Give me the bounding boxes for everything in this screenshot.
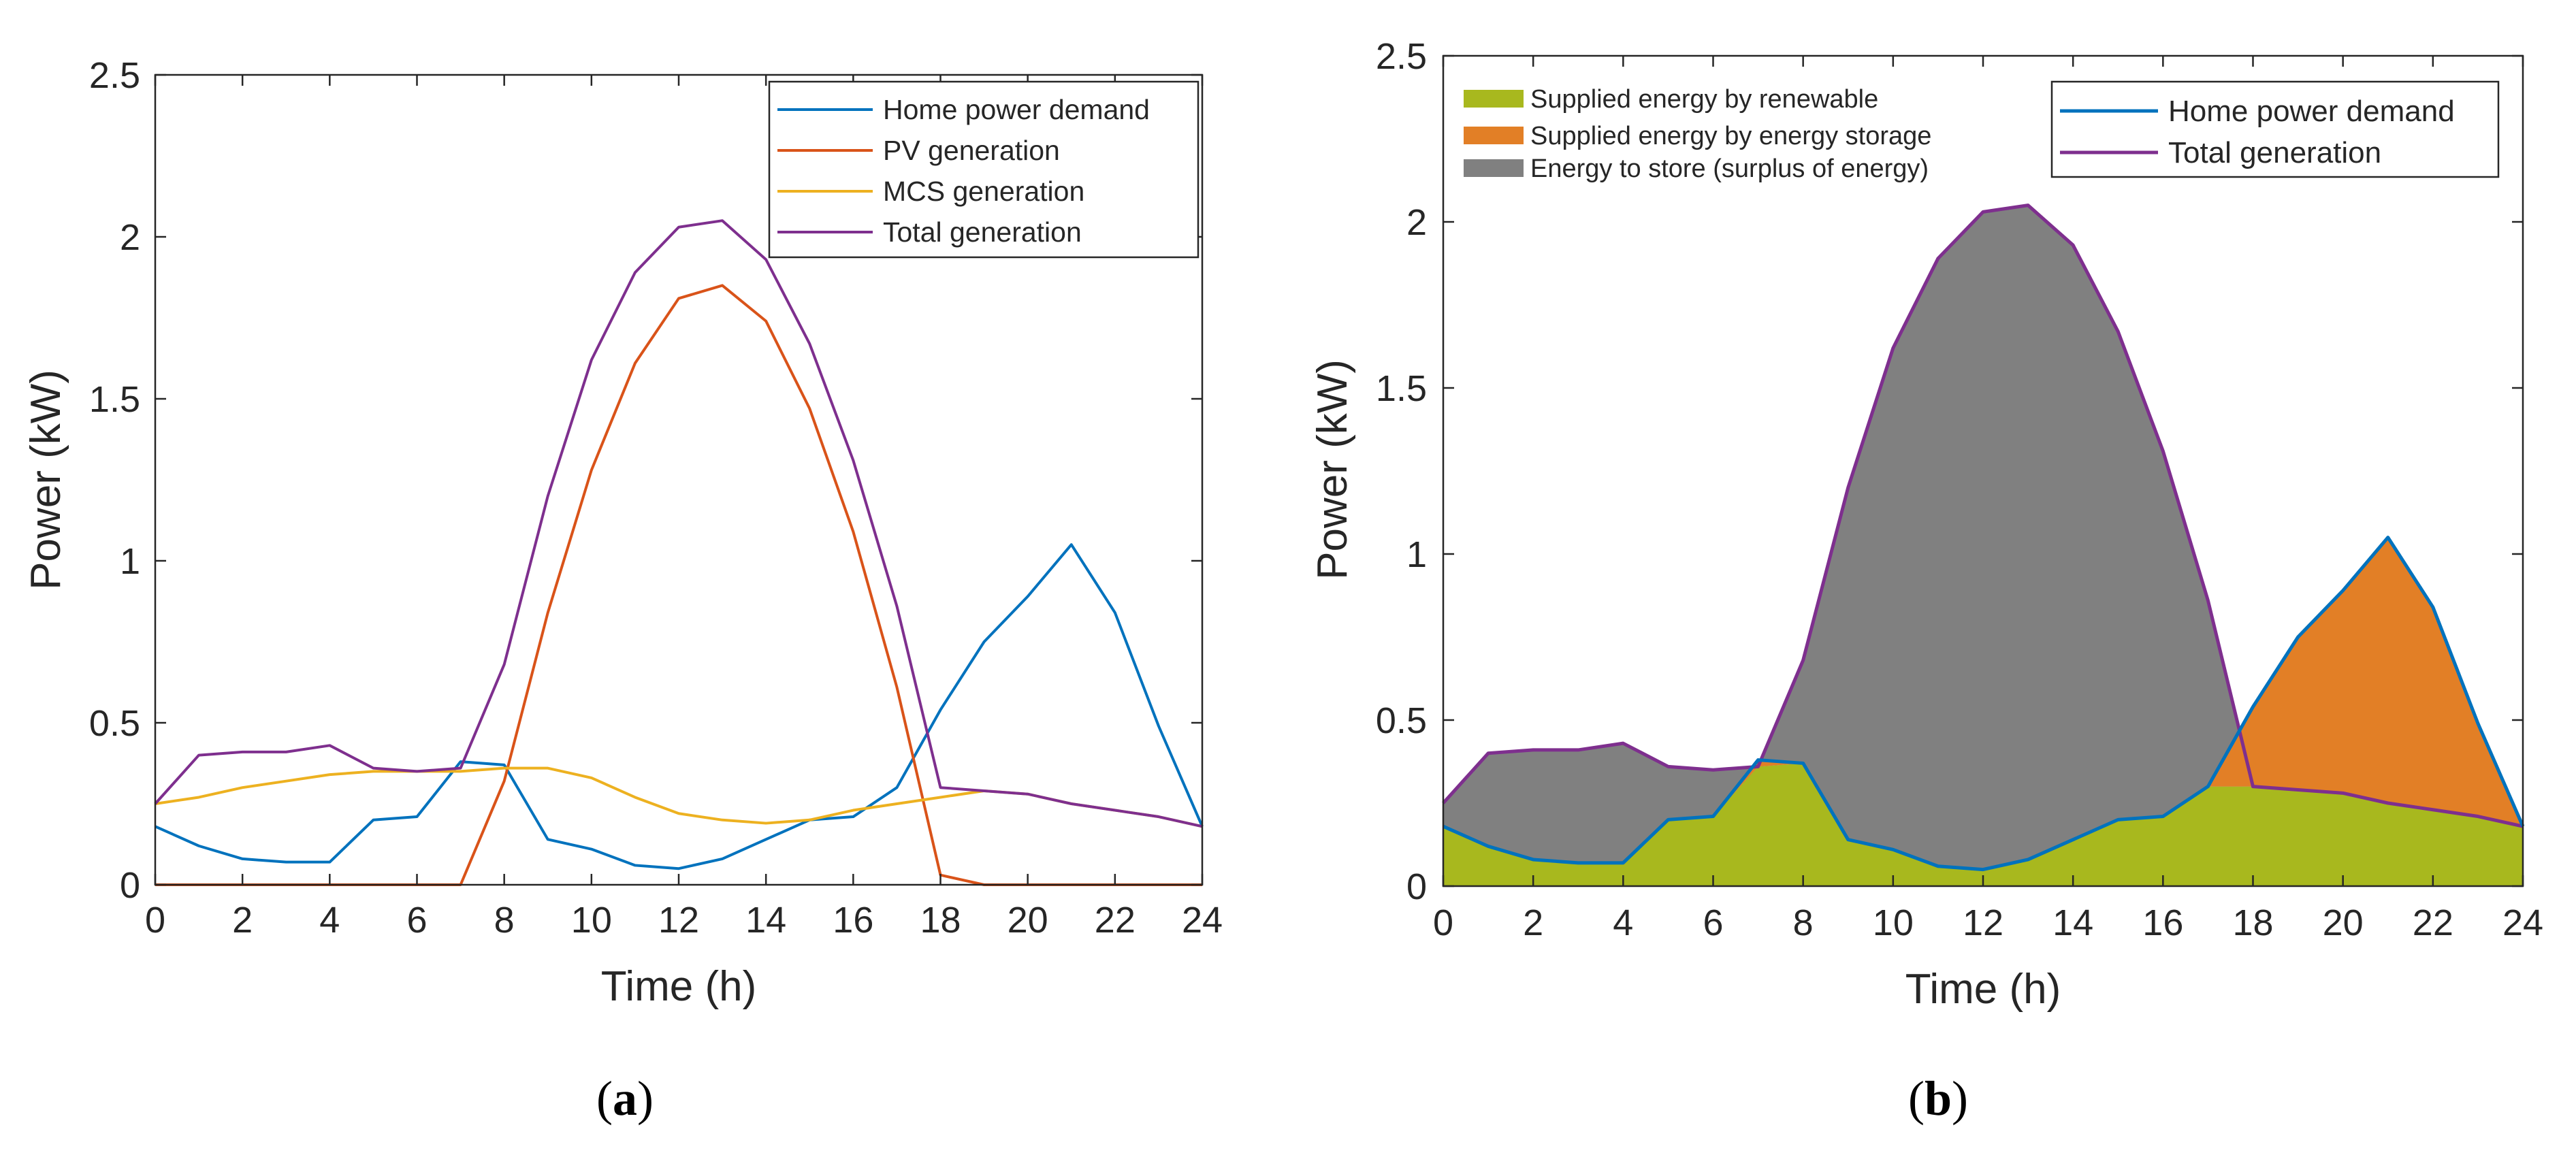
panel-a-x-tick-label: 14 <box>745 900 786 941</box>
panel-b-caption-letter: b <box>1925 1071 1952 1126</box>
panel-b-legend-label-renewable: Supplied energy by renewable <box>1530 85 1878 114</box>
panel-b-area-chart: 0 2 4 6 8 10 12 14 16 18 20 22 24 00.511.522.5 Time … <box>1309 36 2543 1126</box>
panel-b-legend-label-total: Total generation <box>2168 136 2381 169</box>
panel-a-y-tick-label: 2.5 <box>89 55 140 96</box>
panel-a-x-tick-label: 8 <box>494 900 515 941</box>
panel-b-caption: (b) <box>1908 1071 1968 1126</box>
panel-b-y-axis-label: Power (kW) <box>1309 359 1356 580</box>
panel-a-caption-letter: a <box>613 1071 637 1126</box>
panel-a-legend-label-total: Total generation <box>883 216 1082 248</box>
panel-a-x-tick-label: 6 <box>406 900 427 941</box>
panel-a-caption-close: ) <box>637 1071 654 1126</box>
panel-b-x-tick-label: 10 <box>1873 902 1914 943</box>
panel-a-y-ticks: 0 0.5 1 1.5 2 2.5 <box>89 55 1202 906</box>
panel-b-x-tick-label: 18 <box>2232 902 2273 943</box>
panel-b-series-home-line <box>1442 536 2525 872</box>
panel-b-legend-swatch-renewable <box>1464 90 1524 108</box>
panel-b-x-tick-label: 6 <box>1703 902 1723 943</box>
panel-a-y-tick-label: 1.5 <box>89 379 140 420</box>
panel-b-x-ticks: 0 2 4 6 8 10 12 14 16 18 20 22 24 <box>1433 56 2543 943</box>
panel-b-x-tick-label: 8 <box>1793 902 1814 943</box>
panel-a-line-chart: 0 2 4 6 8 10 12 14 16 18 20 22 24 00.511.522.5 Time … <box>22 55 1223 1126</box>
panel-a-x-tick-label: 10 <box>571 900 612 941</box>
panel-b-legend-label-surplus: Energy to store (surplus of energy) <box>1530 154 1929 183</box>
panel-a-series-home-line <box>155 543 1204 870</box>
panel-b-legend-label-home: Home power demand <box>2168 95 2455 128</box>
panel-b-x-tick-label: 0 <box>1433 902 1453 943</box>
panel-a-x-tick-label: 4 <box>319 900 340 941</box>
panel-a-y-tick-label: 0 <box>120 865 140 906</box>
panel-b-legend-swatch-surplus <box>1464 159 1524 177</box>
panel-a-x-tick-label: 22 <box>1095 900 1136 941</box>
panel-a-y-tick-label: 2 <box>120 217 140 258</box>
panel-a-x-tick-label: 20 <box>1008 900 1048 941</box>
panel-b-x-tick-label: 14 <box>2052 902 2093 943</box>
panel-a-x-tick-label: 12 <box>658 900 699 941</box>
panel-b-x-tick-label: 22 <box>2413 902 2453 943</box>
panel-b-y-tick-label: 1 <box>1406 534 1427 575</box>
panel-b-area-legend: Supplied energy by renewable Supplied en… <box>1464 85 1931 183</box>
panel-b-series-group <box>1442 203 2525 872</box>
panel-b-y-tick-label: 2.5 <box>1376 36 1427 77</box>
panel-a-legend: Home power demand PV generation MCS gene… <box>768 80 1200 259</box>
panel-b-x-tick-label: 24 <box>2502 902 2543 943</box>
panel-a-y-axis-label: Power (kW) <box>22 370 69 590</box>
panel-a-legend-label-mcs: MCS generation <box>883 176 1084 207</box>
panel-b-area-renewable <box>1443 763 2523 886</box>
panel-b-legend-label-storage: Supplied energy by energy storage <box>1530 122 1931 150</box>
panel-a-y-tick-label: 0.5 <box>89 703 140 744</box>
panel-b-area-surplus <box>1443 205 2523 870</box>
panel-a-y-tick-label: 1 <box>120 541 140 582</box>
panel-b-caption-open: ( <box>1908 1071 1925 1126</box>
panel-b-y-tick-label: 0 <box>1406 866 1427 907</box>
panel-b-caption-close: ) <box>1952 1071 1968 1126</box>
panel-b-x-axis-label: Time (h) <box>1905 966 2061 1013</box>
panel-a-x-axis-label: Time (h) <box>601 963 756 1010</box>
panel-b-x-tick-label: 12 <box>1963 902 2003 943</box>
panel-b-y-tick-label: 0.5 <box>1376 700 1427 741</box>
panel-a-x-tick-label: 16 <box>833 900 873 941</box>
panel-b-x-tick-label: 4 <box>1613 902 1633 943</box>
panel-b-y-tick-label: 1.5 <box>1376 368 1427 409</box>
panel-b-y-ticks: 0 0.5 1 1.5 2 2.5 <box>1376 36 2523 907</box>
panel-a-legend-label-pv: PV generation <box>883 135 1060 166</box>
panel-b-series-total-line <box>1442 203 2524 828</box>
panel-b-x-tick-label: 2 <box>1523 902 1543 943</box>
panel-b-line-legend-box <box>2050 80 2500 178</box>
panel-b-legend-swatch-storage <box>1464 127 1524 144</box>
panel-a-caption-open: ( <box>596 1071 613 1126</box>
panel-a-x-tick-label: 18 <box>920 900 961 941</box>
panel-b-x-tick-label: 20 <box>2323 902 2364 943</box>
panel-b-y-tick-label: 2 <box>1406 202 1427 243</box>
panel-a-caption: (a) <box>596 1071 654 1126</box>
panel-a-x-tick-label: 2 <box>232 900 253 941</box>
panel-a-x-tick-label: 24 <box>1182 900 1223 941</box>
panel-b-line-legend: Home power demand Total generation <box>2050 80 2500 178</box>
panel-a-legend-label-home: Home power demand <box>883 94 1150 125</box>
panel-a-series-total-line <box>154 219 1203 828</box>
panel-b-x-tick-label: 16 <box>2142 902 2183 943</box>
panel-a-x-ticks: 0 2 4 6 8 10 12 14 16 18 20 22 24 <box>145 75 1223 941</box>
panel-a-x-tick-label: 0 <box>145 900 165 941</box>
